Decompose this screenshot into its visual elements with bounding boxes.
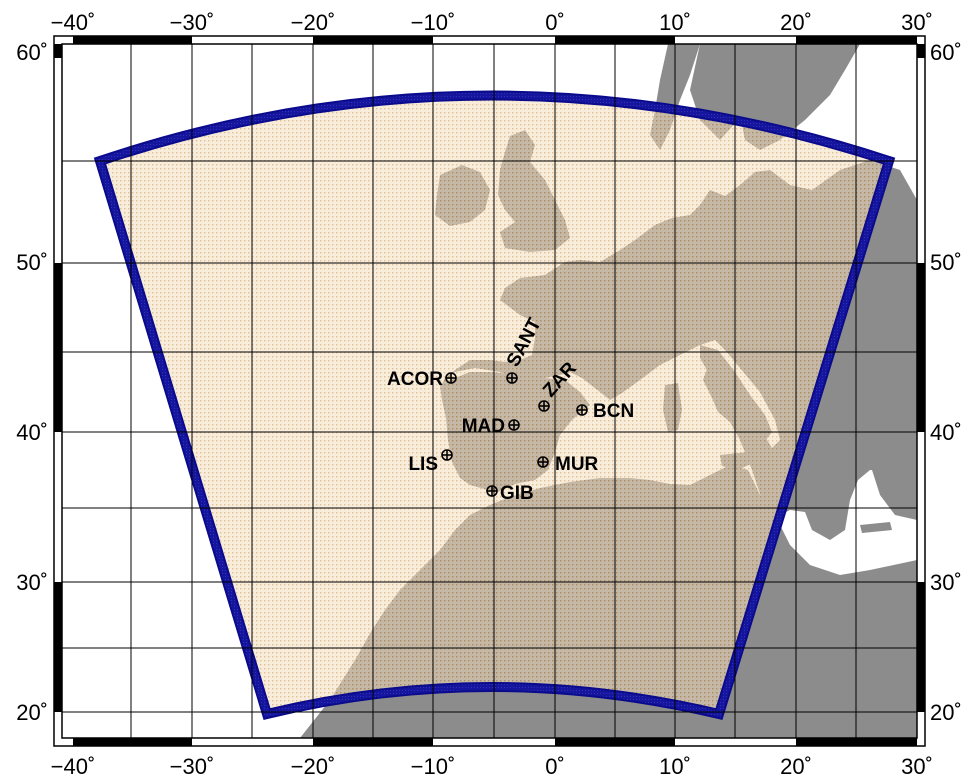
lat-label-left: 40˚ [16, 420, 48, 445]
domain-border-inner [96, 92, 893, 718]
graticule [62, 44, 917, 738]
station-label: ACOR [387, 369, 443, 390]
lon-labels-bottom: −40˚ −30˚ −20˚ −10˚ 0˚ 10˚ 20˚ 30˚ [51, 754, 933, 779]
station-label: GIB [500, 483, 534, 504]
lat-label-left: 30˚ [16, 570, 48, 595]
lon-label-bottom: 10˚ [659, 754, 691, 779]
lon-label-top: −30˚ [170, 10, 215, 35]
station-label: MAD [462, 416, 505, 437]
lon-labels-top: −40˚ −30˚ −20˚ −10˚ 0˚ 10˚ 20˚ 30˚ [51, 10, 933, 35]
lon-label-top: 30˚ [901, 10, 933, 35]
lon-label-top: 20˚ [780, 10, 812, 35]
crosshair-circle-icon [537, 456, 549, 468]
lon-label-top: −40˚ [51, 10, 96, 35]
lon-label-top: −20˚ [291, 10, 336, 35]
station-acor[interactable]: ACOR [387, 369, 457, 390]
crosshair-circle-icon [506, 372, 518, 384]
station-mur[interactable]: MUR [537, 454, 599, 475]
lon-label-bottom: −40˚ [51, 754, 96, 779]
crosshair-circle-icon [576, 404, 588, 416]
lon-label-bottom: −30˚ [170, 754, 215, 779]
map-frame [53, 35, 926, 747]
land-crete [860, 522, 892, 533]
lon-label-bottom: 0˚ [545, 754, 565, 779]
lon-label-bottom: 20˚ [780, 754, 812, 779]
lat-label-right: 20˚ [930, 700, 962, 725]
lon-label-bottom: −10˚ [411, 754, 456, 779]
lon-label-top: 10˚ [659, 10, 691, 35]
station-label: BCN [593, 401, 634, 422]
crosshair-circle-icon [486, 485, 498, 497]
station-label: MUR [555, 454, 599, 475]
lat-label-right: 60˚ [930, 40, 962, 65]
lat-labels-right: 60˚ 50˚ 40˚ 30˚ 20˚ [930, 40, 962, 725]
crosshair-circle-icon [445, 372, 457, 384]
lon-label-bottom: 30˚ [901, 754, 933, 779]
crosshair-circle-icon [508, 419, 520, 431]
lat-label-right: 30˚ [930, 570, 962, 595]
station-bcn[interactable]: BCN [576, 401, 634, 422]
lat-label-right: 40˚ [930, 420, 962, 445]
land-anatolia [872, 440, 917, 520]
crosshair-circle-icon [441, 449, 453, 461]
lon-label-bottom: −20˚ [291, 754, 336, 779]
lon-label-top: 0˚ [545, 10, 565, 35]
station-mad[interactable]: MAD [462, 416, 520, 437]
station-label: LIS [408, 454, 438, 475]
station-gib[interactable]: GIB [486, 483, 534, 504]
station-lis[interactable]: LIS [408, 449, 453, 475]
lat-label-left: 60˚ [16, 40, 48, 65]
crosshair-circle-icon [538, 400, 550, 412]
lat-label-left: 50˚ [16, 250, 48, 275]
lat-label-right: 50˚ [930, 250, 962, 275]
lat-label-left: 20˚ [16, 700, 48, 725]
lat-labels-left: 60˚ 50˚ 40˚ 30˚ 20˚ [16, 40, 48, 725]
lon-label-top: −10˚ [411, 10, 456, 35]
